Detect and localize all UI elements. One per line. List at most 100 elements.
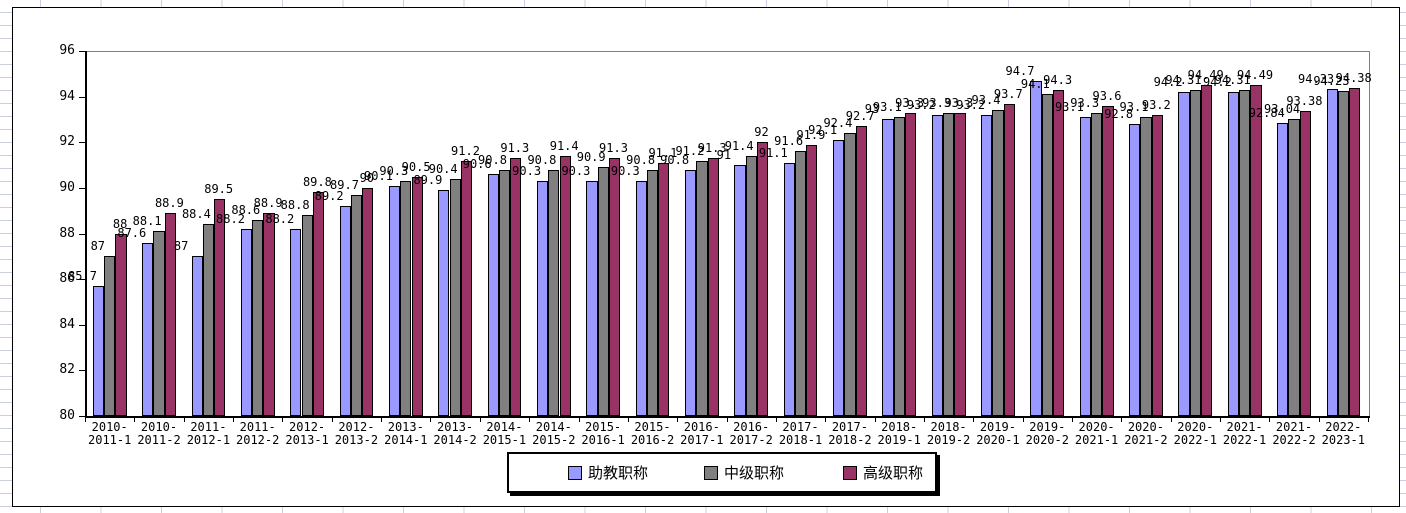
bar[interactable]	[142, 242, 154, 416]
bar[interactable]	[1091, 112, 1103, 416]
bar[interactable]	[1079, 117, 1091, 416]
bar[interactable]	[92, 286, 105, 416]
bar[interactable]	[1288, 118, 1300, 416]
category-label: 2021- 2022-1	[1222, 420, 1267, 447]
bar[interactable]	[1189, 89, 1201, 416]
bar[interactable]	[794, 151, 807, 416]
bar[interactable]	[191, 256, 203, 416]
data-label: 94.49	[1236, 68, 1274, 83]
bar[interactable]	[290, 228, 302, 416]
bar[interactable]	[350, 194, 363, 416]
bar[interactable]	[1326, 89, 1338, 416]
data-label: 93.1	[872, 100, 902, 115]
bar[interactable]	[844, 133, 856, 416]
bar[interactable]	[608, 158, 621, 416]
bar[interactable]	[301, 215, 313, 416]
bar[interactable]	[586, 181, 598, 416]
bar[interactable]	[460, 160, 473, 416]
bar[interactable]	[362, 187, 374, 416]
bar[interactable]	[339, 206, 351, 416]
legend[interactable]: 助教职称 中级职称 高级职称	[507, 452, 937, 493]
bar[interactable]	[487, 174, 499, 416]
bar[interactable]	[388, 185, 401, 416]
data-label: 93.1	[1119, 100, 1149, 115]
bar[interactable]	[240, 228, 253, 416]
legend-entry[interactable]: 助教职称	[568, 454, 648, 491]
bar[interactable]	[806, 144, 818, 416]
bar[interactable]	[214, 199, 226, 416]
bar[interactable]	[115, 233, 127, 416]
bar[interactable]	[597, 167, 609, 416]
bar[interactable]	[536, 181, 549, 416]
data-label: 92.84	[1248, 106, 1285, 121]
bar[interactable]	[1102, 105, 1114, 416]
chart-object[interactable]: 85.7 87 88 87.6 88.1 88.9 87 88.4 89.5 88.2 88.6 88…	[12, 7, 1400, 507]
bar[interactable]	[263, 213, 275, 416]
y-axis-label: 96	[59, 43, 75, 58]
bar[interactable]	[1129, 124, 1141, 416]
bar[interactable]	[1041, 94, 1053, 416]
bar[interactable]	[783, 162, 795, 416]
bar[interactable]	[153, 231, 165, 416]
bar[interactable]	[498, 169, 511, 416]
bar[interactable]	[685, 169, 697, 416]
legend-entry[interactable]: 高级职称	[843, 454, 923, 491]
bar[interactable]	[943, 112, 955, 416]
bar[interactable]	[1239, 89, 1251, 416]
bar[interactable]	[548, 169, 560, 416]
bar[interactable]	[559, 155, 571, 416]
legend-entry[interactable]: 中级职称	[704, 454, 784, 491]
bar[interactable]	[992, 110, 1004, 416]
data-label: 91.9	[796, 127, 826, 142]
data-label: 88.2	[216, 211, 245, 226]
bar[interactable]	[882, 119, 894, 416]
bar[interactable]	[202, 224, 215, 416]
bar[interactable]	[833, 140, 845, 416]
bar[interactable]	[893, 117, 905, 416]
bar[interactable]	[855, 126, 867, 416]
bar[interactable]	[438, 190, 450, 416]
bar[interactable]	[510, 158, 522, 416]
bar[interactable]	[734, 165, 746, 416]
bar[interactable]	[1337, 91, 1350, 416]
bar[interactable]	[954, 112, 966, 416]
bar[interactable]	[707, 158, 719, 416]
bar[interactable]	[1053, 89, 1065, 416]
data-label: 93.4	[971, 93, 1001, 108]
data-label: 93.2	[956, 97, 986, 112]
bar[interactable]	[1178, 92, 1190, 416]
bar[interactable]	[1201, 85, 1213, 416]
bar[interactable]	[1003, 103, 1015, 416]
bar[interactable]	[658, 162, 670, 416]
data-label: 90.8	[478, 152, 507, 167]
bar[interactable]	[164, 213, 176, 416]
x-axis-line	[85, 416, 1370, 418]
bar[interactable]	[646, 169, 659, 416]
bar[interactable]	[696, 160, 708, 416]
bar[interactable]	[1250, 85, 1262, 416]
bar[interactable]	[449, 178, 461, 416]
category-label: 2020- 2021-1	[1074, 420, 1119, 447]
bar[interactable]	[756, 142, 769, 417]
data-label: 90.8	[660, 152, 690, 167]
bar[interactable]	[981, 114, 993, 416]
bar[interactable]	[1151, 114, 1163, 416]
bar[interactable]	[400, 181, 412, 416]
bar[interactable]	[1227, 92, 1240, 416]
bar[interactable]	[1299, 110, 1311, 416]
bar[interactable]	[252, 219, 264, 416]
bar[interactable]	[1277, 123, 1289, 416]
x-axis-tick	[825, 418, 827, 422]
bar[interactable]	[1140, 117, 1152, 416]
bar[interactable]	[411, 176, 423, 416]
bar[interactable]	[1030, 80, 1042, 416]
bar[interactable]	[635, 181, 647, 416]
bar[interactable]	[104, 256, 116, 416]
bar[interactable]	[1349, 88, 1361, 416]
bar[interactable]	[312, 192, 325, 416]
data-label: 90.5	[401, 159, 431, 174]
bar[interactable]	[745, 155, 757, 416]
bar[interactable]	[904, 112, 917, 416]
x-axis-tick	[1121, 418, 1123, 422]
bar[interactable]	[931, 114, 943, 416]
